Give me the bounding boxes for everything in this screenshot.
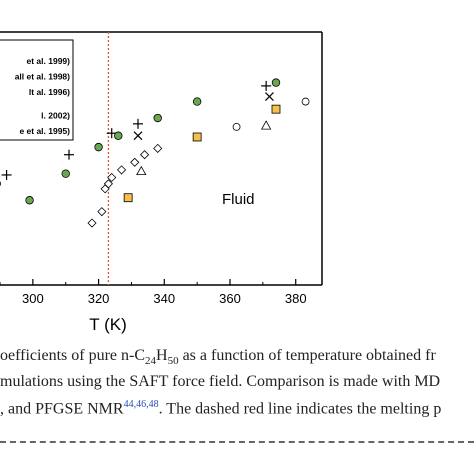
triangle-shape: [136, 165, 147, 176]
legend-entry: e et al. 1995): [19, 126, 70, 136]
data-point-square-orange: [192, 132, 202, 142]
data-point-circle-green: [192, 97, 202, 106]
data-points: [0, 78, 310, 228]
data-point-plus: [64, 149, 74, 160]
circle-shape: [25, 196, 34, 205]
data-point-diamond: [87, 218, 97, 228]
x-tick-label: 300: [22, 291, 44, 306]
data-point-circle-green: [271, 78, 281, 87]
data-point-plus: [1, 169, 12, 180]
data-point-diamond: [140, 150, 150, 160]
legend-entry: et al. 1999): [27, 56, 71, 66]
data-point-circle-open: [301, 97, 310, 106]
fluid-annotation: Fluid: [222, 191, 255, 208]
data-point-circle-green: [61, 169, 70, 178]
data-point-diamond: [107, 172, 117, 183]
triangle-shape: [260, 120, 272, 130]
x-tick-label: 380: [285, 291, 307, 306]
data-point-circle-green: [0, 181, 1, 187]
data-point-diamond: [117, 165, 127, 175]
data-point-circle-green: [25, 196, 34, 205]
circle-shape: [271, 78, 281, 87]
data-point-circle-open: [232, 122, 241, 131]
circle-shape: [0, 181, 1, 187]
x-tick-label: 340: [153, 291, 175, 306]
data-point-square-orange: [123, 193, 133, 203]
legend-entry: all et al. 1998): [15, 72, 70, 82]
data-point-diamond: [130, 157, 140, 167]
legend-entry: lt al. 1996): [29, 87, 70, 97]
caption-line-3: , and PFGSE NMR44,46,48. The dashed red …: [0, 399, 442, 418]
circle-shape: [192, 97, 202, 106]
caption-line-1: oefficients of pure n-C24H50 as a functi…: [0, 347, 436, 368]
data-point-circle-green: [114, 131, 123, 140]
x-axis-label: T (K): [89, 315, 126, 334]
data-point-diamond: [153, 143, 163, 153]
diamond-shape: [97, 207, 107, 217]
data-point-cross: [133, 131, 143, 141]
circle-shape: [301, 97, 310, 106]
data-point-triangle: [260, 120, 272, 130]
x-tick-label: 320: [88, 291, 110, 306]
legend-entry: l. 2002): [41, 111, 70, 121]
square-shape: [192, 132, 202, 142]
data-point-triangle: [136, 165, 147, 176]
divider-dashed: [0, 441, 474, 443]
legend: et al. 1999) all et al. 1998) lt al. 1996)…: [0, 39, 74, 141]
square-shape: [123, 193, 133, 203]
diamond-shape: [87, 218, 97, 228]
legend-box: [0, 39, 74, 141]
data-point-diamond: [97, 207, 107, 217]
diamond-shape: [117, 165, 127, 175]
data-point-plus: [261, 80, 272, 91]
diamond-shape: [130, 157, 140, 167]
caption-line-2: mulations using the SAFT force field. Co…: [0, 373, 441, 390]
data-point-circle-green: [153, 113, 162, 123]
circle-shape: [232, 122, 241, 131]
cross-stroke: [265, 92, 274, 101]
data-point-cross: [265, 92, 274, 101]
plot-area: 300 320 340 360 380 Fluid T (K): [0, 31, 323, 334]
x-ticks: 300 320 340 360 380: [0, 279, 307, 306]
square-shape: [271, 104, 281, 114]
data-point-circle-green: [94, 142, 103, 152]
cross-stroke: [133, 131, 143, 141]
data-point-plus: [133, 118, 143, 129]
data-point-diamond: [103, 179, 113, 189]
diamond-shape: [140, 150, 150, 160]
circle-shape: [94, 142, 103, 152]
circle-shape: [61, 169, 70, 178]
diamond-shape: [103, 179, 113, 189]
data-point-square-orange: [271, 104, 281, 114]
diamond-shape: [153, 143, 163, 153]
chart-figure: 300 320 340 360 380 Fluid T (K) et al. 1999)…: [0, 31, 323, 334]
x-tick-label: 360: [219, 291, 241, 306]
circle-shape: [114, 131, 123, 140]
circle-shape: [153, 113, 162, 123]
diamond-shape: [107, 172, 117, 183]
